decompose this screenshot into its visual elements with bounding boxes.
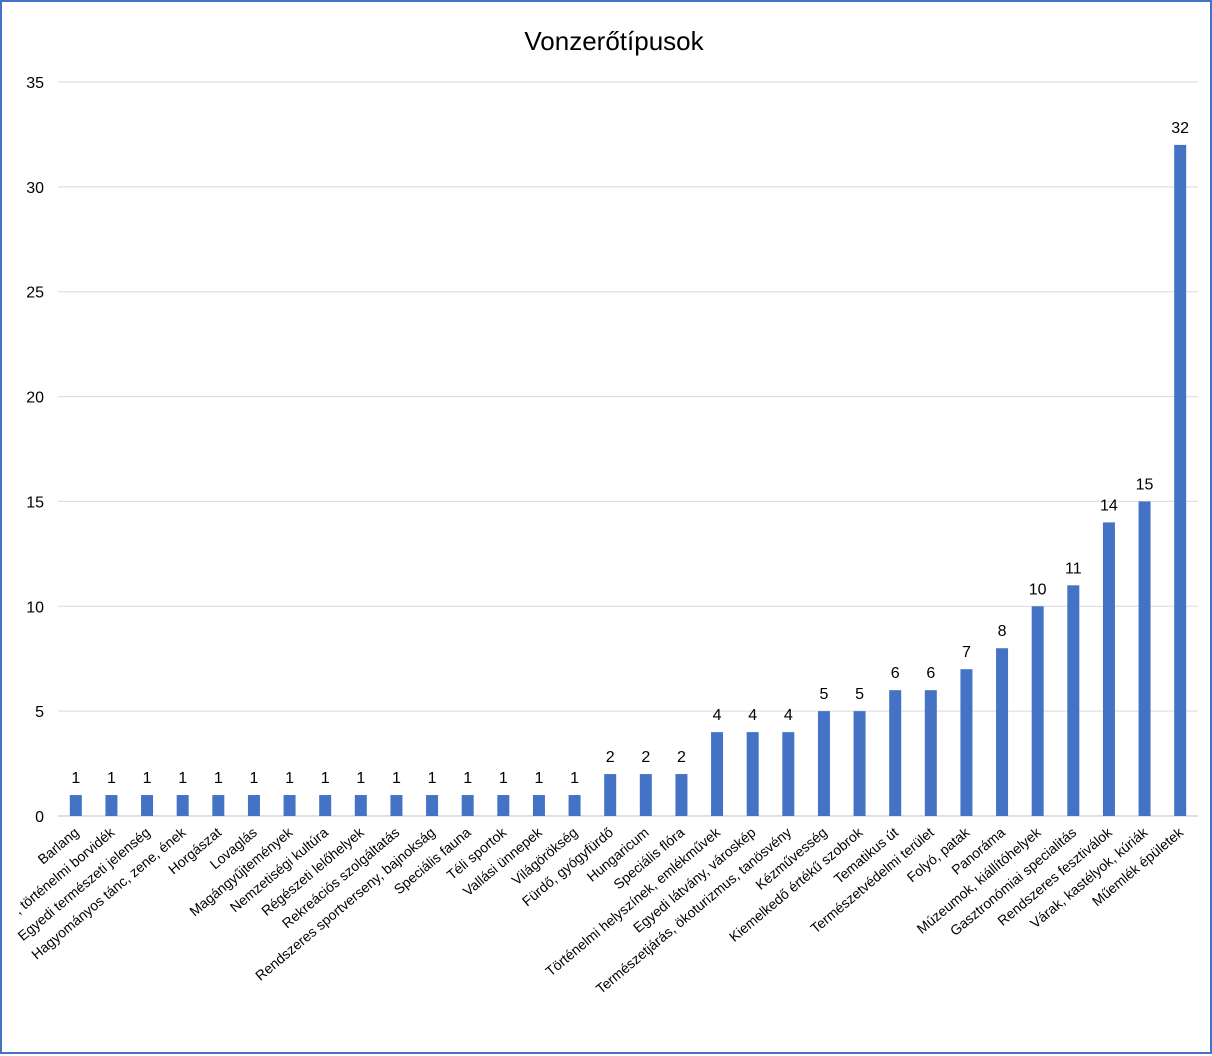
data-label: 1	[392, 770, 401, 787]
bar	[461, 795, 474, 816]
data-label: 1	[71, 770, 80, 787]
bar	[354, 795, 367, 816]
data-label: 10	[1029, 581, 1047, 598]
bar	[212, 795, 225, 816]
y-axis-tick-labels: 0 5 10 15 20 25 30 35	[26, 75, 44, 826]
bar	[1102, 522, 1115, 816]
data-label: 1	[321, 770, 330, 787]
data-label: 14	[1100, 497, 1118, 514]
bar	[889, 690, 902, 816]
data-label: 4	[784, 707, 793, 724]
data-label: 6	[926, 665, 935, 682]
y-tick-label: 35	[26, 75, 44, 92]
data-label: 2	[606, 749, 615, 766]
data-label: 1	[143, 770, 152, 787]
data-label: 32	[1171, 120, 1189, 137]
bar	[568, 795, 581, 816]
data-label: 1	[428, 770, 437, 787]
gridlines	[58, 81, 1198, 817]
y-tick-label: 25	[26, 285, 44, 302]
bar	[105, 795, 118, 816]
data-label: 8	[998, 623, 1007, 640]
bar	[1174, 144, 1187, 816]
data-label: 5	[819, 686, 828, 703]
data-label: 4	[748, 707, 757, 724]
bar	[1067, 585, 1080, 816]
data-label: 1	[570, 770, 579, 787]
data-label: 15	[1136, 476, 1154, 493]
bar	[924, 690, 937, 816]
bar	[176, 795, 189, 816]
bar	[782, 732, 795, 816]
bar	[426, 795, 439, 816]
data-label: 1	[249, 770, 258, 787]
y-tick-label: 15	[26, 494, 44, 511]
data-label: 5	[855, 686, 864, 703]
bar	[746, 732, 759, 816]
bar	[497, 795, 510, 816]
bar	[1031, 606, 1044, 816]
data-label: 7	[962, 644, 971, 661]
chart-title: Vonzerőtípusok	[524, 26, 704, 56]
data-label: 2	[641, 749, 650, 766]
data-label: 1	[356, 770, 365, 787]
bar	[604, 774, 617, 816]
bar	[390, 795, 403, 816]
bars	[69, 144, 1187, 816]
data-label: 1	[499, 770, 508, 787]
data-label: 1	[214, 770, 223, 787]
bar	[319, 795, 332, 816]
data-label: 4	[713, 707, 722, 724]
data-label: 6	[891, 665, 900, 682]
bar	[711, 732, 724, 816]
y-tick-label: 10	[26, 599, 44, 616]
data-label: 11	[1065, 560, 1082, 577]
data-label: 1	[178, 770, 187, 787]
bar	[532, 795, 545, 816]
bar	[675, 774, 688, 816]
y-tick-label: 5	[35, 704, 44, 721]
bar	[817, 711, 830, 816]
data-label: 1	[463, 770, 472, 787]
data-label: 1	[107, 770, 116, 787]
bar	[960, 669, 973, 816]
bar	[247, 795, 260, 816]
bar	[853, 711, 866, 816]
bar	[996, 648, 1009, 816]
bar	[69, 795, 82, 816]
y-tick-label: 0	[35, 809, 44, 826]
y-tick-label: 20	[26, 390, 44, 407]
bar	[1138, 501, 1151, 816]
bar	[141, 795, 154, 816]
bar	[639, 774, 652, 816]
data-label: 1	[285, 770, 294, 787]
bar	[283, 795, 296, 816]
y-tick-label: 30	[26, 180, 44, 197]
data-label: 1	[534, 770, 543, 787]
data-label: 2	[677, 749, 686, 766]
